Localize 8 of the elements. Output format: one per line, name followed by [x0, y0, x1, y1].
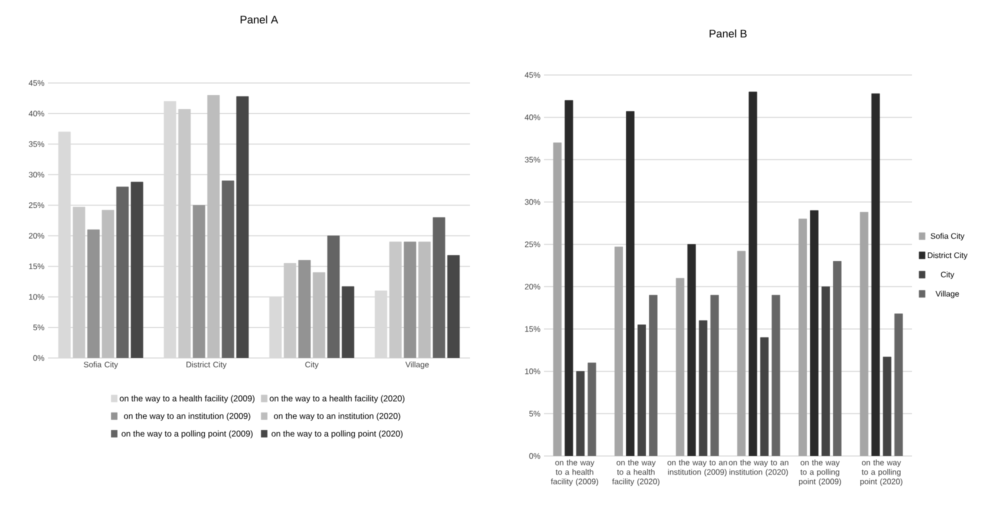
legend-label: on the way to an institution (2009) [124, 412, 250, 421]
legend-label: on the way to a polling point (2009) [122, 430, 253, 438]
legend-label: on the way to an institution (2020) [274, 412, 400, 421]
legend-label: on the way to a health facility (2020) [270, 395, 404, 404]
legend-label: on the way to a polling point (2020) [272, 430, 403, 438]
chart-title: Panel A [240, 15, 278, 24]
chart-title: Panel B [710, 29, 747, 38]
legend-label: on the way to a health facility (2009) [120, 395, 254, 404]
